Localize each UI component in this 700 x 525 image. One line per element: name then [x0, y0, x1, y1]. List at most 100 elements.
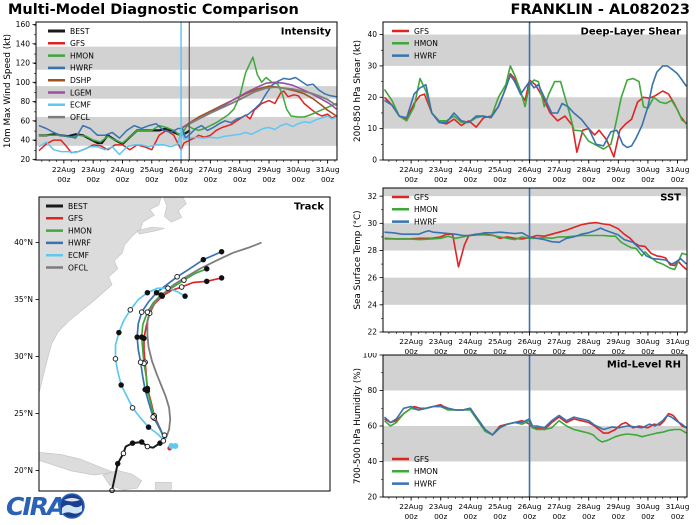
- cira-globe-wave: [62, 504, 82, 514]
- track-marker-filled: [138, 439, 145, 445]
- shear-series-hmon: [383, 65, 687, 150]
- shear-xtick-label: 31Aug: [666, 165, 690, 174]
- land-polygon: [155, 482, 172, 490]
- intensity-xtick-sublabel: 00z: [204, 175, 217, 184]
- track-legend: BEST GFS HMON HWRF ECMF OFCL: [46, 202, 92, 272]
- intensity-panel: 20 40 60 80 100 120 140 160 22Aug 00z 23Aug 00z 24Au…: [0, 0, 350, 192]
- shear-ytick-label: 10: [367, 124, 377, 133]
- sst-band: [383, 277, 687, 305]
- track-marker-open: [109, 487, 115, 494]
- track-marker-open: [160, 438, 167, 444]
- intensity-legend-label-hwrf: HWRF: [70, 64, 93, 73]
- intensity-ytick-label: 60: [20, 116, 30, 125]
- shear-ytick-label: 40: [367, 30, 377, 39]
- track-lat-label: 35°N: [14, 295, 33, 304]
- track-svg: 20°N 25°N 30°N 35°N 40°N Track BEST GFS HMON HWRF…: [14, 196, 331, 494]
- init-marker-ecmf: [172, 442, 179, 449]
- shear-series-hwrf: [384, 65, 688, 149]
- intensity-xtick-sublabel: 00z: [321, 175, 334, 184]
- rh-legend-label-gfs: GFS: [414, 455, 429, 464]
- intensity-xtick-sublabel: 00z: [262, 175, 275, 184]
- sst-legend-label-hmon: HMON: [414, 205, 438, 214]
- shear-legend-label-gfs: GFS: [414, 27, 429, 36]
- shear-svg: 01020304022Aug00z23Aug00z24Aug00z25Aug00…: [353, 21, 690, 184]
- rh-xtick-label: 24Aug: [458, 502, 482, 511]
- sst-xtick-sublabel: 00z: [582, 347, 595, 355]
- track-marker-open: [161, 432, 168, 438]
- mid-level-rh-panel: 20 40 60 80 100 22Aug 00z 23Aug 00z 24Aug 00z 25Aug…: [350, 353, 700, 525]
- track-legend-label-gfs: GFS: [68, 214, 83, 223]
- sst-xtick-label: 27Aug: [547, 337, 571, 346]
- rh-legend: GFS HMON HWRF: [392, 455, 438, 488]
- shear-xtick-label: 24Aug: [458, 165, 482, 174]
- sst-ytick-label: 30: [367, 219, 377, 228]
- rh-ytick-label: 80: [367, 386, 377, 395]
- intensity-xtick-sublabel: 00z: [233, 175, 246, 184]
- intensity-legend-label-ofcl: OFCL: [70, 113, 91, 122]
- cira-logo-text: CIRA: [6, 492, 65, 521]
- sst-xtick-label: 26Aug: [518, 337, 542, 346]
- shear-band: [383, 34, 687, 66]
- track-legend-label-best: BEST: [68, 202, 88, 211]
- sst-xtick-sublabel: 00z: [434, 347, 447, 355]
- track-marker-filled: [114, 460, 121, 467]
- intensity-plot: 2040608010012014016022Aug00z23Aug00z24Au…: [3, 20, 340, 184]
- track-marker-filled: [204, 266, 210, 272]
- sst-series-hwrf: [384, 227, 687, 265]
- intensity-ytick-label: 40: [20, 136, 30, 145]
- sst-xtick-label: 30Aug: [636, 337, 660, 346]
- intensity-ytick-label: 20: [20, 155, 30, 164]
- shear-legend: GFS HMON HWRF: [392, 27, 438, 60]
- sst-xtick-sublabel: 00z: [404, 347, 417, 355]
- intensity-xtick-label: 25Aug: [140, 165, 164, 174]
- sst-series-gfs: [384, 221, 687, 271]
- intensity-xtick-label: 30Aug: [286, 165, 310, 174]
- sst-svg: 22242628303222Aug00z23Aug00z24Aug00z25Au…: [353, 187, 690, 355]
- sst-ytick-label: 24: [367, 300, 377, 309]
- track-marker-filled: [218, 275, 225, 281]
- rh-ytick-label: 40: [367, 457, 377, 466]
- track-marker-filled: [118, 382, 124, 388]
- shear-xtick-sublabel: 00z: [434, 175, 447, 184]
- track-marker-open: [174, 274, 180, 280]
- shear-xtick-sublabel: 00z: [464, 175, 477, 184]
- intensity-legend: BEST GFS HMON HWRF DSHP LGEM ECMF OFCL: [48, 27, 94, 122]
- rh-band: [383, 426, 687, 462]
- shear-xtick-sublabel: 00z: [612, 175, 625, 184]
- rh-series-hwrf: [383, 405, 687, 436]
- track-marker-filled: [142, 386, 148, 393]
- rh-xtick-sublabel: 00z: [523, 512, 536, 521]
- sst-band: [383, 188, 687, 197]
- intensity-svg: 2040608010012014016022Aug00z23Aug00z24Au…: [3, 20, 340, 184]
- intensity-series-ofcl: [188, 86, 337, 125]
- sst-xtick-label: 24Aug: [458, 337, 482, 346]
- cira-logo: CIRA: [6, 492, 85, 521]
- track-legend-label-ecmf: ECMF: [68, 251, 89, 260]
- sst-ytick-label: 32: [367, 192, 377, 201]
- intensity-xtick-sublabel: 00z: [57, 175, 70, 184]
- shear-xtick-sublabel: 00z: [552, 175, 565, 184]
- rh-xtick-sublabel: 00z: [641, 512, 654, 521]
- sst-xtick-sublabel: 00z: [552, 347, 565, 355]
- track-marker-filled: [144, 289, 151, 296]
- page-title: Multi-Model Diagnostic Comparison: [8, 2, 299, 18]
- sst-series-hmon: [384, 234, 687, 271]
- track-marker-filled: [204, 278, 210, 285]
- sst-legend-label-hwrf: HWRF: [414, 217, 437, 226]
- shear-title: Deep-Layer Shear: [581, 27, 682, 38]
- rh-xtick-label: 23Aug: [429, 502, 453, 511]
- track-ecmf: [114, 287, 186, 442]
- shear-ytick-label: 0: [372, 156, 377, 165]
- sst-ytick-label: 28: [367, 246, 377, 255]
- sst-xtick-sublabel: 00z: [641, 347, 654, 355]
- track-marker-filled: [145, 424, 152, 430]
- track-marker-open: [120, 450, 127, 457]
- intensity-xtick-sublabel: 00z: [87, 175, 100, 184]
- track-marker-filled: [116, 329, 122, 336]
- track-marker-filled: [182, 293, 188, 299]
- cira-globe-cloud: [64, 498, 80, 502]
- intensity-xtick-label: 22Aug: [52, 165, 76, 174]
- sst-xtick-label: 22Aug: [399, 337, 423, 346]
- intensity-legend-label-ecmf: ECMF: [70, 101, 91, 110]
- track-marker-filled: [129, 440, 136, 446]
